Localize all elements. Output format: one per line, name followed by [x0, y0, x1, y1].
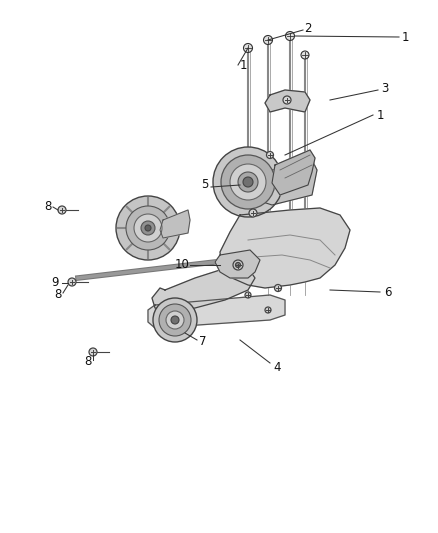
Circle shape [58, 206, 66, 214]
Polygon shape [272, 150, 314, 195]
Polygon shape [219, 208, 349, 288]
Text: 6: 6 [383, 286, 391, 298]
Polygon shape [215, 250, 259, 278]
Text: 1: 1 [400, 30, 408, 44]
Text: 7: 7 [199, 335, 206, 349]
Text: 1: 1 [375, 109, 383, 122]
Text: 10: 10 [174, 259, 189, 271]
Circle shape [243, 177, 252, 187]
Circle shape [153, 298, 197, 342]
Circle shape [283, 96, 290, 104]
Circle shape [243, 44, 252, 52]
Text: 9: 9 [51, 277, 59, 289]
Circle shape [263, 36, 272, 44]
Circle shape [68, 278, 76, 286]
Text: 1: 1 [239, 59, 246, 71]
Circle shape [266, 151, 273, 158]
Text: 3: 3 [381, 82, 388, 94]
Polygon shape [159, 210, 190, 238]
Text: 8: 8 [54, 288, 62, 302]
Polygon shape [265, 90, 309, 112]
Circle shape [171, 316, 179, 324]
Circle shape [134, 214, 162, 242]
Circle shape [159, 304, 191, 336]
Text: 8: 8 [84, 356, 92, 368]
Circle shape [244, 292, 251, 298]
Polygon shape [247, 160, 316, 205]
Circle shape [248, 209, 256, 217]
Circle shape [89, 348, 97, 356]
Polygon shape [152, 268, 254, 312]
Circle shape [116, 196, 180, 260]
Circle shape [237, 172, 258, 192]
Circle shape [141, 221, 155, 235]
Circle shape [166, 311, 184, 329]
Circle shape [300, 51, 308, 59]
Circle shape [265, 307, 270, 313]
Text: 5: 5 [201, 179, 208, 191]
Circle shape [126, 206, 170, 250]
Text: 2: 2 [304, 21, 311, 35]
Circle shape [145, 225, 151, 231]
Circle shape [230, 164, 265, 200]
Circle shape [274, 285, 281, 292]
Circle shape [212, 147, 283, 217]
Circle shape [285, 31, 294, 41]
Circle shape [233, 260, 243, 270]
Polygon shape [148, 295, 284, 328]
Circle shape [220, 155, 274, 209]
Text: 8: 8 [44, 200, 52, 214]
Circle shape [235, 262, 240, 268]
Text: 4: 4 [272, 361, 280, 375]
